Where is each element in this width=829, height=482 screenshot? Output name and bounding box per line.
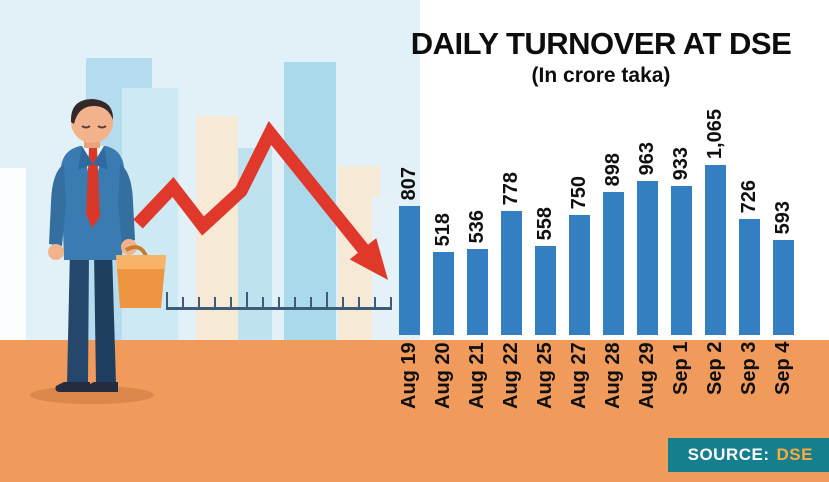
bar-category-label: Sep 4	[772, 342, 794, 396]
source-label: SOURCE:	[687, 445, 770, 464]
bar-value-label: 558	[534, 206, 556, 240]
bar	[636, 181, 658, 335]
building	[238, 148, 272, 340]
bar-value-label: 1,065	[704, 108, 726, 159]
bar-category-label: Sep 1	[670, 342, 692, 396]
bar-value-label: 807	[398, 166, 420, 200]
chart-header: DAILY TURNOVER AT DSE (In crore taka)	[393, 26, 809, 88]
bar-column: 750 Aug 27	[562, 176, 596, 437]
bar	[738, 219, 760, 335]
bar	[500, 211, 522, 335]
bar-value-label: 898	[602, 152, 624, 186]
bar-category-label: Aug 25	[534, 342, 556, 409]
bar-category-label: Aug 19	[398, 342, 420, 409]
bar	[772, 240, 794, 335]
bar	[398, 206, 420, 335]
bar-category-label: Aug 29	[636, 342, 658, 409]
bar-value-label: 518	[432, 212, 454, 246]
bar	[704, 165, 726, 335]
source-badge: SOURCE: DSE	[667, 438, 829, 472]
bar-column: 807 Aug 19	[392, 167, 426, 437]
bar-column: 518 Aug 20	[426, 213, 460, 437]
sad-investor-illustration	[30, 99, 166, 404]
chart-title: DAILY TURNOVER AT DSE	[410, 26, 792, 61]
bar-column: 536 Aug 21	[460, 210, 494, 437]
bar-column: 1,065 Sep 2	[698, 109, 732, 437]
bar-column: 963 Aug 29	[630, 142, 664, 437]
bar-column: 898 Aug 28	[596, 153, 630, 437]
bar-column: 778 Aug 22	[494, 172, 528, 437]
bar	[670, 186, 692, 335]
bar-value-label: 933	[670, 146, 692, 180]
source-value: DSE	[776, 445, 813, 464]
bar	[466, 249, 488, 335]
bar	[568, 215, 590, 335]
bar-chart: 807 Aug 19 518 Aug 20 536 Aug 21 778 Aug 22 558 A…	[392, 109, 800, 437]
bar	[534, 246, 556, 335]
bar-category-label: Aug 20	[432, 342, 454, 409]
bar-value-label: 726	[738, 179, 760, 213]
bar-value-label: 593	[772, 200, 794, 234]
bar-category-label: Aug 22	[500, 342, 522, 409]
bar-value-label: 963	[636, 141, 658, 175]
bar-column: 558 Aug 25	[528, 207, 562, 437]
bar-column: 933 Sep 1	[664, 147, 698, 437]
bar-column: 593 Sep 4	[766, 201, 800, 437]
bar-value-label: 778	[500, 171, 522, 205]
ruler-scale	[166, 292, 392, 310]
bar-category-label: Aug 27	[568, 342, 590, 409]
bar-category-label: Aug 28	[602, 342, 624, 409]
bar-value-label: 750	[568, 175, 590, 209]
chart-subtitle: (In crore taka)	[531, 64, 671, 87]
building	[0, 168, 26, 340]
bar-column: 726 Sep 3	[732, 180, 766, 437]
bar-category-label: Sep 3	[738, 342, 760, 396]
bar-category-label: Sep 2	[704, 342, 726, 396]
bar	[432, 252, 454, 335]
bar-category-label: Aug 21	[466, 342, 488, 409]
bar	[602, 192, 624, 335]
bar-value-label: 536	[466, 209, 488, 243]
